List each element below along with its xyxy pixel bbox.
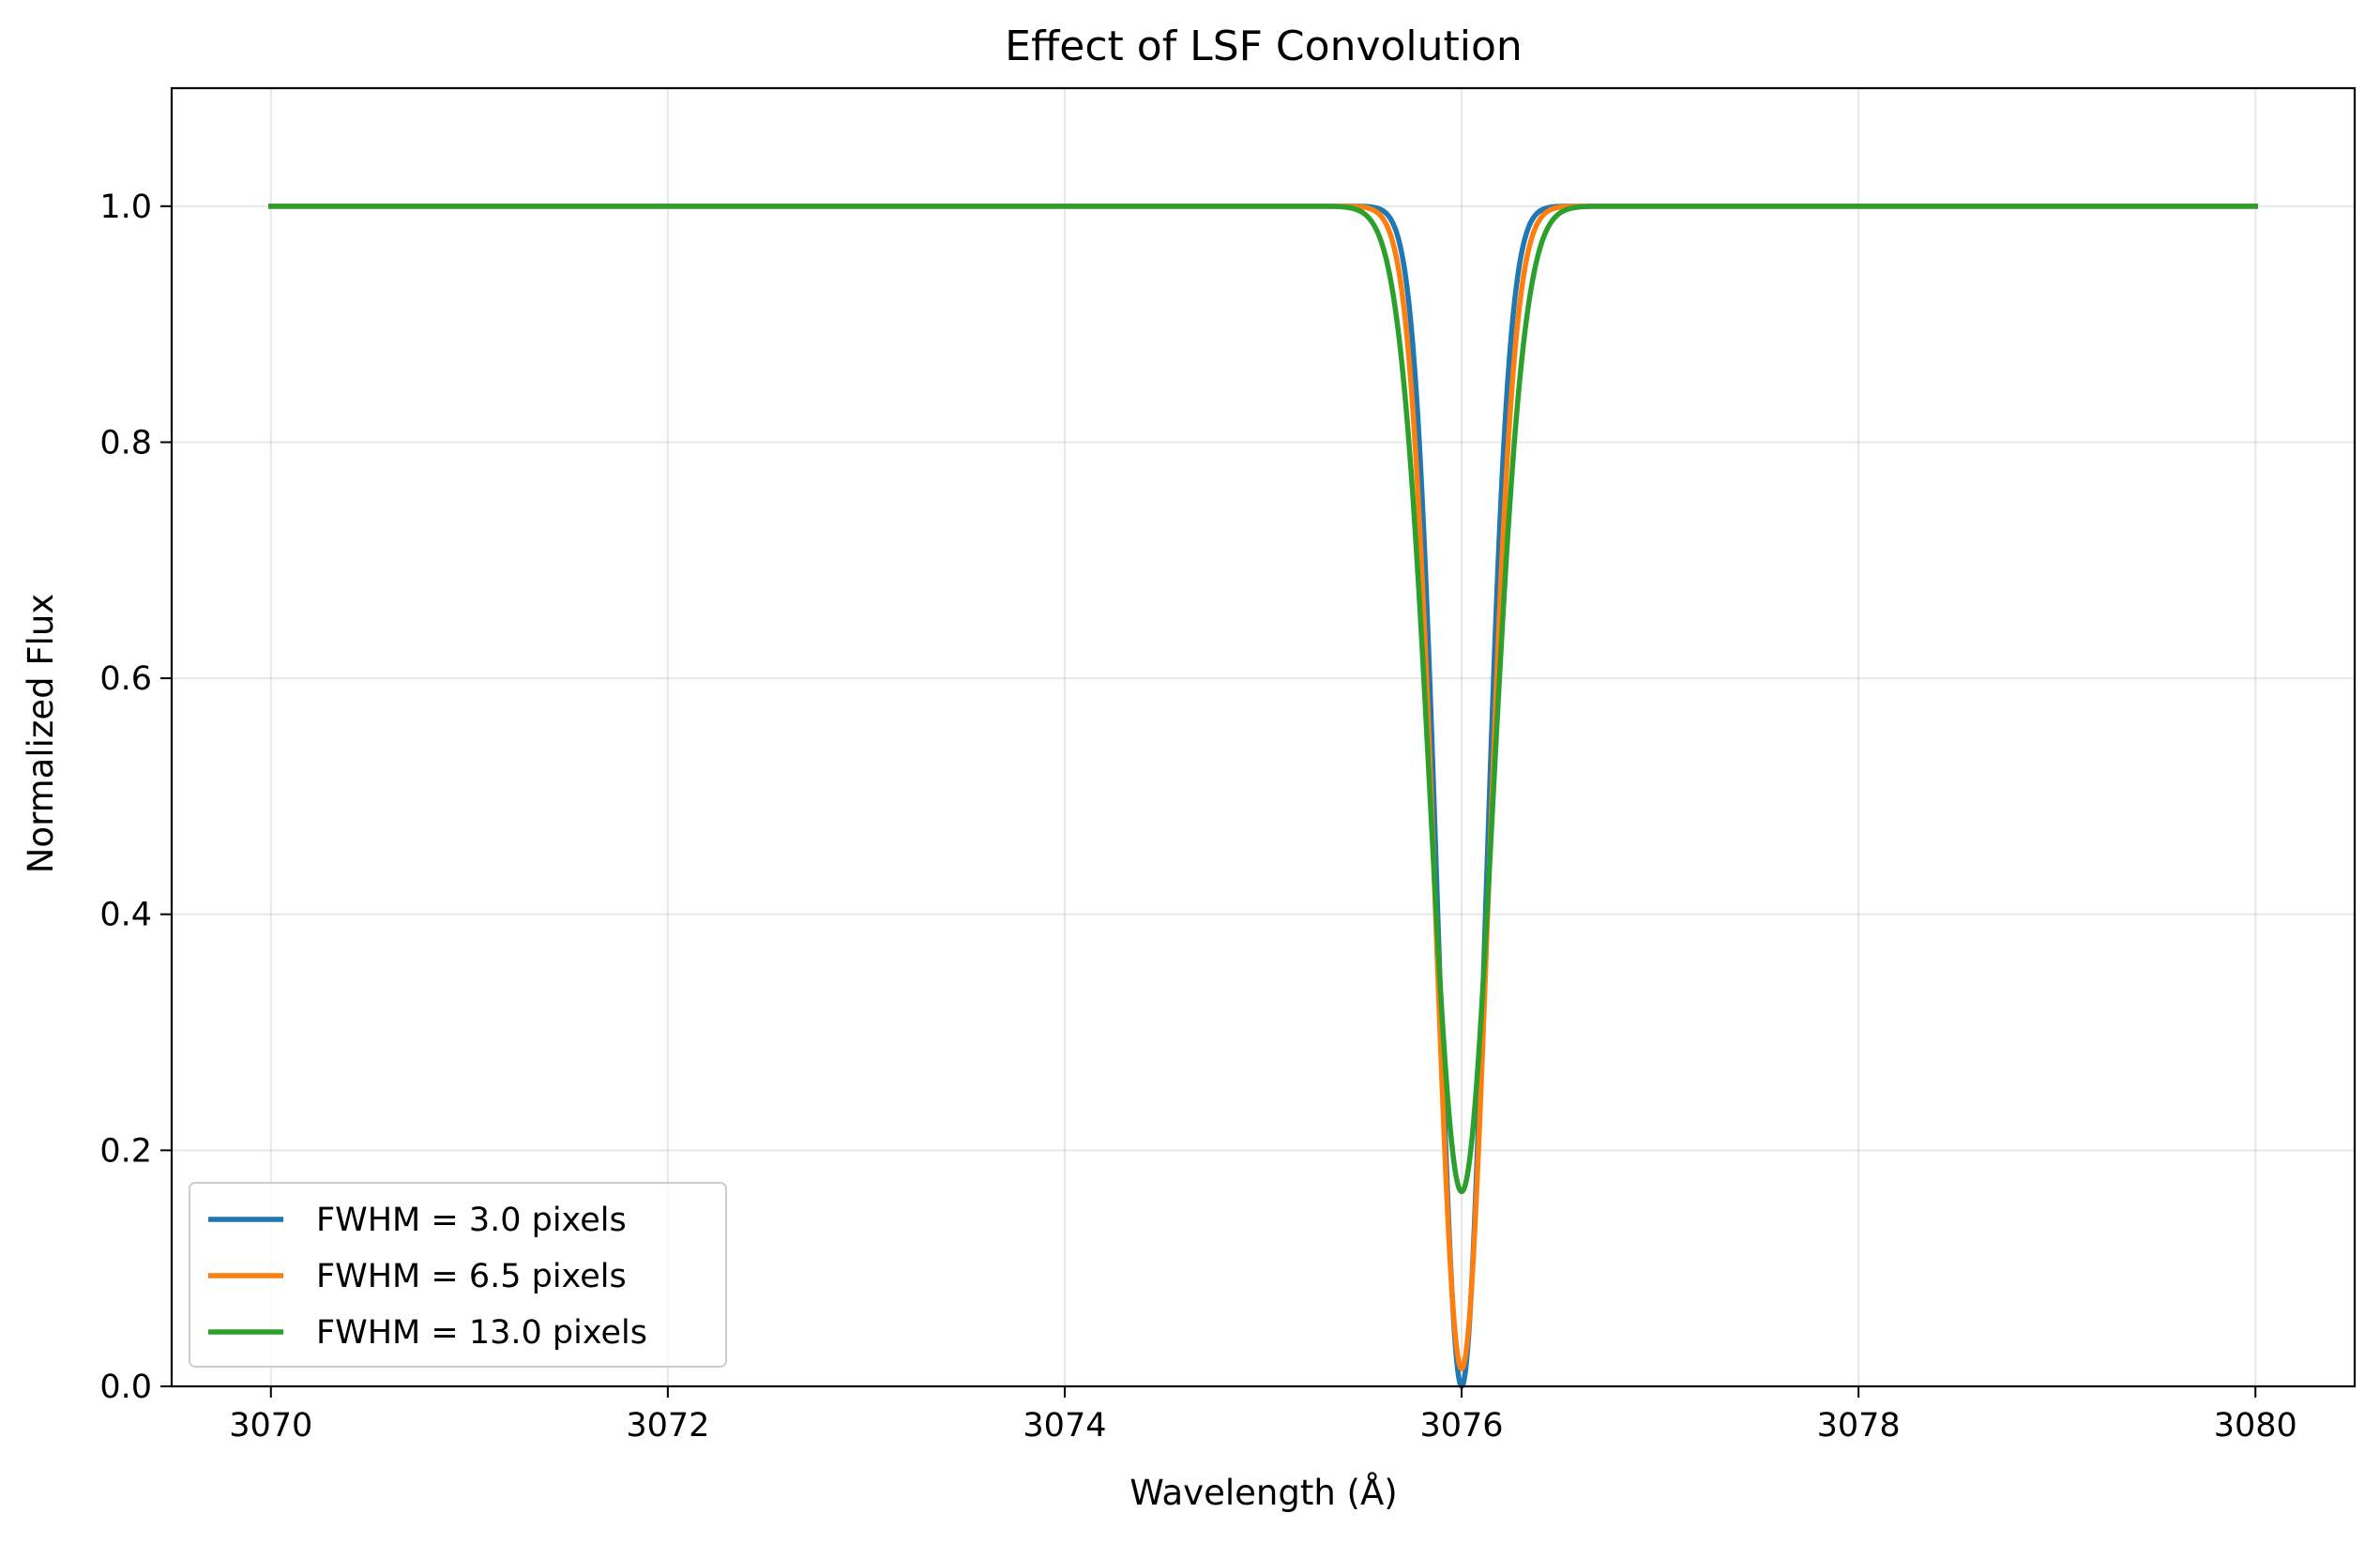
x-tick-label: 3078	[1817, 1407, 1901, 1445]
y-tick-label: 0.0	[99, 1369, 152, 1406]
x-tick-label: 3070	[229, 1407, 312, 1445]
legend-box	[189, 1182, 727, 1368]
legend: FWHM = 3.0 pixels FWHM = 6.5 pixels FWHM =…	[189, 1182, 727, 1368]
x-tick-label: 3076	[1420, 1407, 1504, 1445]
legend-label: FWHM = 3.0 pixels	[316, 1202, 627, 1239]
y-axis-label: Normalized Flux	[21, 594, 61, 874]
axes-frame	[170, 86, 2357, 1388]
axis-ticks: 3070 3072 3074 3076 3078 3080 0.0 0.2 0.4 0.6 0.8 1…	[99, 189, 2297, 1445]
series-lines	[268, 204, 2258, 1389]
y-tick-label: 0.6	[99, 660, 152, 698]
legend-items: FWHM = 3.0 pixels FWHM = 6.5 pixels FWHM =…	[208, 1202, 647, 1352]
x-tick-label: 3074	[1023, 1407, 1106, 1445]
y-tick-label: 0.8	[99, 424, 152, 461]
y-tick-label: 0.2	[99, 1132, 152, 1170]
x-tick-label: 3080	[2214, 1407, 2297, 1445]
x-tick-label: 3072	[626, 1407, 709, 1445]
series-line-3	[268, 204, 2258, 1195]
chart-title: Effect of LSF Convolution	[1005, 23, 1523, 70]
legend-label: FWHM = 13.0 pixels	[316, 1314, 647, 1352]
x-axis-label: Wavelength (Å)	[1129, 1472, 1397, 1513]
y-tick-label: 1.0	[99, 189, 152, 226]
legend-label: FWHM = 6.5 pixels	[316, 1258, 627, 1295]
y-tick-label: 0.4	[99, 897, 152, 934]
